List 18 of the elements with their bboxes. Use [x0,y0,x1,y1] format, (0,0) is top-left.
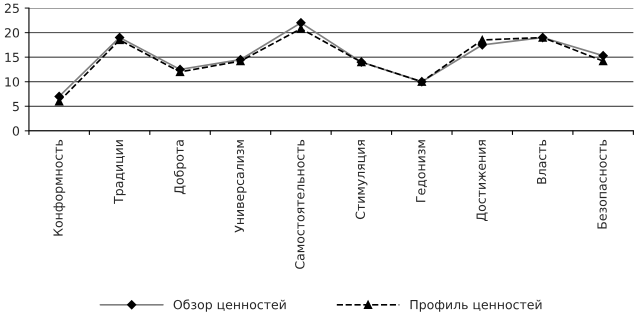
legend-label: Обзор ценностей [174,299,286,312]
x-tick-label: Конформность [53,140,66,236]
x-tick-label: Власть [537,140,546,184]
x-tick-label: Универсализм [234,140,247,233]
x-tick-label: Традиции [114,140,126,204]
y-tick-label: 10 [5,77,20,87]
x-tick-label: Достижения [476,140,488,221]
x-tick-label: Доброта [174,140,186,194]
y-tick-label: 5 [12,102,19,112]
y-tick-label: 20 [4,28,20,38]
x-tick-label: Гедонизм [416,140,427,202]
x-tick-label: Стимуляция [356,140,368,220]
x-tick-label: Самостоятельность [295,140,305,269]
y-tick-label: 0 [12,126,20,136]
legend-label: Профиль ценностей [410,300,542,312]
y-tick-label: 15 [5,52,19,62]
y-tick-label: 25 [4,4,19,13]
x-tick-label: Безопасность [597,140,607,229]
